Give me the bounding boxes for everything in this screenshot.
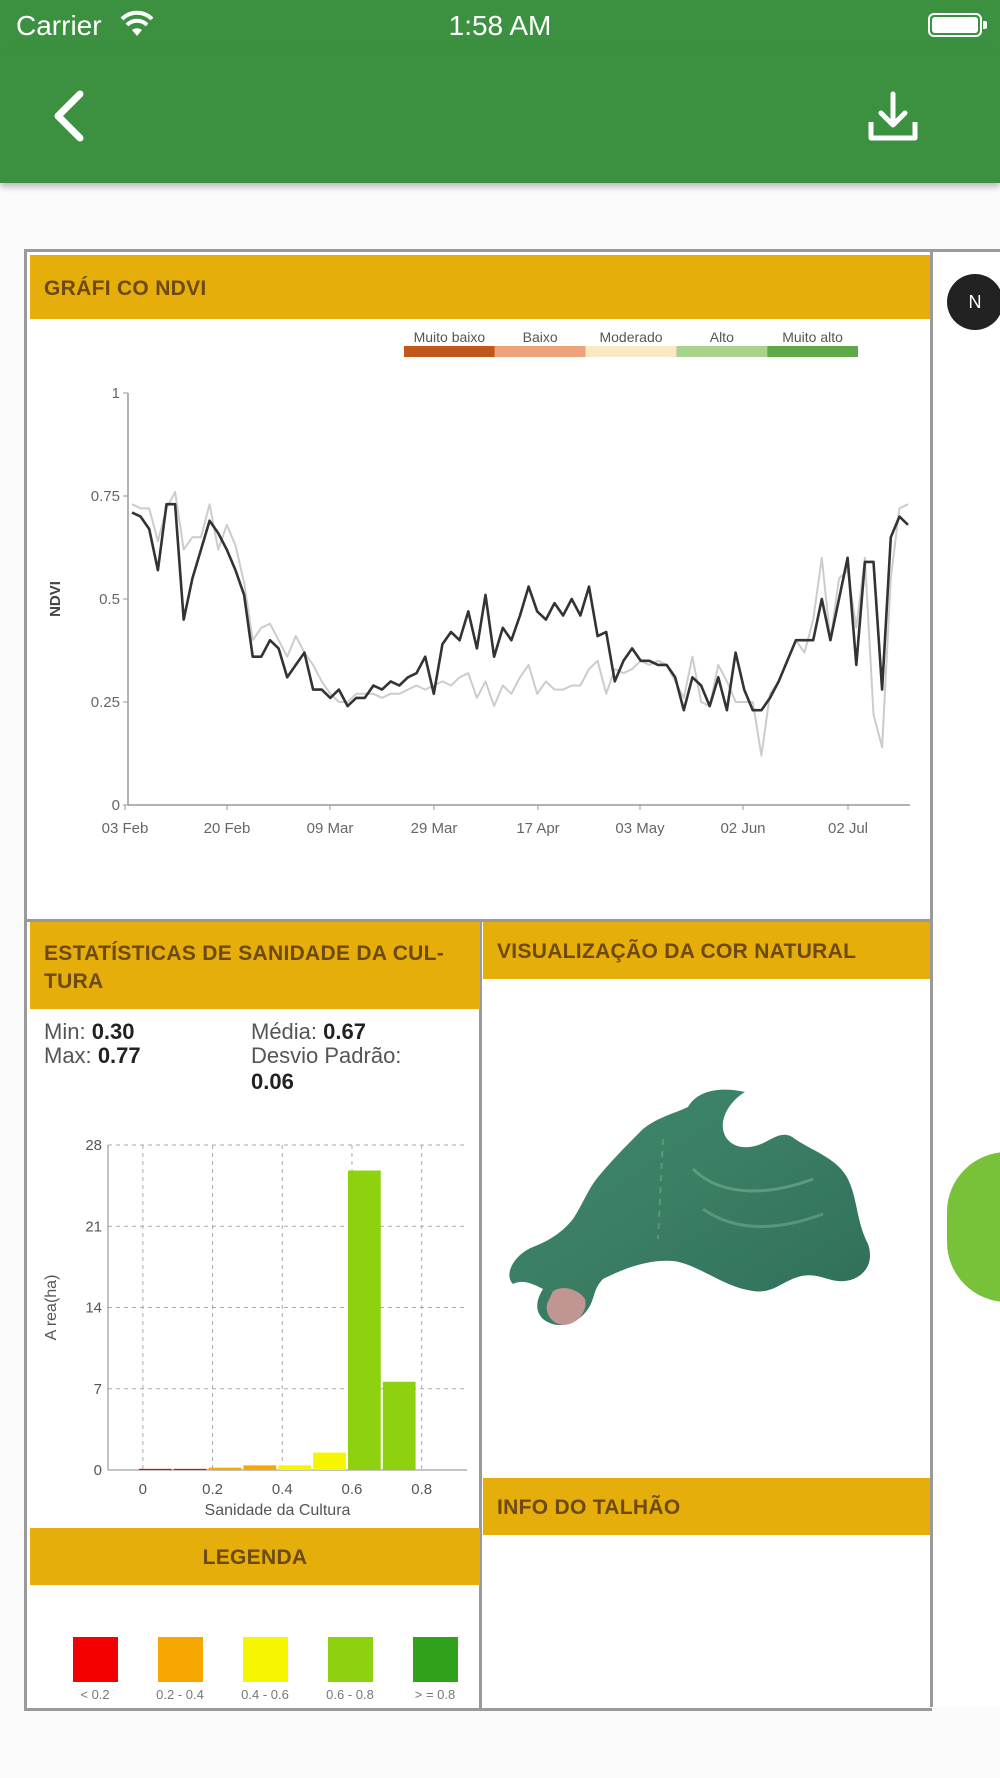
legend-label: 0.6 - 0.8 — [326, 1687, 374, 1702]
histogram-bar — [382, 1381, 416, 1470]
ndvi-x-tick-label: 09 Mar — [307, 820, 354, 837]
ndvi-legend-swatch — [585, 346, 677, 357]
ndvi-x-tick-label: 02 Jul — [828, 820, 868, 837]
stat-mean-label: Média: — [251, 1019, 318, 1044]
legend-label: 0.2 - 0.4 — [156, 1687, 204, 1702]
stat-mean: Média: 0.67 — [251, 1019, 366, 1045]
ndvi-x-tick-label: 03 Feb — [102, 820, 149, 837]
ndvi-x-tick-label: 29 Mar — [411, 820, 458, 837]
legend-item: 0.4 - 0.6 — [230, 1637, 300, 1702]
wifi-icon — [120, 10, 154, 36]
ndvi-y-tick-label: 0.75 — [91, 488, 120, 505]
ndvi-legend-label: Muito alto — [782, 329, 843, 345]
ndvi-legend-swatch — [676, 346, 768, 357]
legend-item: > = 0.8 — [400, 1637, 470, 1702]
histogram-bar — [173, 1468, 207, 1470]
histogram-x-tick-label: 0 — [139, 1481, 147, 1498]
stat-min-value: 0.30 — [91, 1019, 135, 1044]
next-report-page-peek: N — [930, 249, 1000, 1707]
ndvi-y-tick-label: 0 — [112, 797, 120, 814]
field-info-body — [483, 1535, 932, 1711]
legend-swatch — [157, 1637, 203, 1682]
legend-swatch — [72, 1637, 118, 1682]
histogram-y-tick-label: 21 — [85, 1218, 102, 1235]
legend-swatch — [327, 1637, 373, 1682]
ndvi-y-tick-label: 0.25 — [91, 694, 120, 711]
stat-min-label: Min: — [44, 1019, 86, 1044]
chevron-left-icon[interactable] — [44, 86, 94, 146]
stat-std: Desvio Padrão: — [251, 1043, 401, 1069]
legend-swatch — [412, 1637, 458, 1682]
legend-label: 0.4 - 0.6 — [241, 1687, 289, 1702]
ndvi-legend-swatch — [767, 346, 858, 357]
field-natural-color-image — [509, 1089, 871, 1326]
carrier-label: Carrier — [16, 10, 102, 41]
natural-color-title: VISUALIZAÇÃO DA COR NATURAL — [483, 922, 932, 979]
histogram-y-tick-label: 0 — [94, 1462, 102, 1479]
crop-health-stats-title: ESTATÍSTICAS DE SANIDADE DA CUL-TURA — [30, 922, 480, 1009]
legend-swatch — [242, 1637, 288, 1682]
ndvi-series-line-primary — [131, 502, 909, 712]
legend: < 0.2 0.2 - 0.4 0.4 - 0.6 0.6 - 0.8 > = 0.8 — [30, 1587, 480, 1707]
stat-std-label: Desvio Padrão: — [251, 1043, 402, 1068]
histogram-bar — [243, 1465, 277, 1470]
next-field-image — [947, 1152, 1000, 1302]
stat-max-value: 0.77 — [97, 1043, 141, 1068]
ndvi-x-tick-label: 03 May — [615, 820, 665, 837]
stat-max-label: Max: — [44, 1043, 92, 1068]
ndvi-x-tick-label: 20 Feb — [204, 820, 251, 837]
ndvi-line-chart: Muito baixo Baixo Moderado Alto Muito alto 0 0… — [47, 329, 910, 837]
battery-icon — [928, 13, 987, 37]
legend-label: > = 0.8 — [414, 1687, 456, 1702]
ndvi-y-tick-label: 0.5 — [99, 591, 120, 608]
ndvi-y-tick-label: 1 — [112, 385, 120, 402]
ndvi-legend-swatch — [404, 346, 495, 357]
histogram-x-tick-label: 0.6 — [342, 1481, 363, 1498]
nav-bar — [0, 50, 1000, 183]
status-bar: Carrier 1:58 AM — [0, 0, 1000, 50]
histogram-bar — [278, 1465, 312, 1470]
stat-std-value-row: 0.06 — [251, 1069, 294, 1095]
legend-item: < 0.2 — [60, 1637, 130, 1702]
download-icon[interactable] — [864, 88, 922, 146]
histogram-bar — [138, 1468, 172, 1470]
histogram-x-tick-label: 0.8 — [411, 1481, 432, 1498]
report-card: GRÁFI CO NDVI Muito baixo Baixo Moderado Al… — [24, 249, 932, 1711]
section-divider — [27, 919, 932, 922]
field-info-title: INFO DO TALHÃO — [483, 1478, 932, 1535]
histogram-bar — [347, 1170, 381, 1470]
ndvi-y-axis-label: NDVI — [47, 581, 64, 617]
stat-max: Max: 0.77 — [44, 1043, 141, 1069]
stat-min: Min: 0.30 — [44, 1019, 135, 1045]
column-divider — [479, 922, 482, 1711]
histogram-y-tick-label: 28 — [85, 1137, 102, 1154]
histogram-y-tick-label: 7 — [94, 1381, 102, 1398]
histogram-x-tick-label: 0.4 — [272, 1481, 293, 1498]
ndvi-legend-label: Alto — [710, 329, 734, 345]
stat-mean-value: 0.67 — [323, 1019, 366, 1044]
histogram-x-tick-label: 0.2 — [202, 1481, 223, 1498]
histogram-x-axis-label: Sanidade da Cultura — [205, 1502, 351, 1519]
ndvi-legend-swatch — [494, 346, 586, 357]
histogram-y-tick-label: 14 — [85, 1300, 102, 1317]
histogram-bar — [208, 1467, 242, 1470]
ndvi-legend-label: Baixo — [523, 329, 558, 345]
histogram-bar — [313, 1452, 346, 1470]
ndvi-x-tick-label: 17 Apr — [516, 820, 559, 837]
legend-label: < 0.2 — [80, 1687, 110, 1702]
north-compass-icon: N — [947, 274, 1000, 330]
legend-item: 0.2 - 0.4 — [145, 1637, 215, 1702]
histogram-y-axis-label: A rea(ha) — [43, 1275, 60, 1341]
clock: 1:58 AM — [448, 10, 552, 41]
legend-item: 0.6 - 0.8 — [315, 1637, 385, 1702]
ndvi-legend-label: Muito baixo — [414, 329, 486, 345]
legend-title: LEGENDA — [30, 1528, 480, 1585]
ndvi-chart-title: GRÁFI CO NDVI — [30, 255, 932, 319]
ndvi-legend-label: Moderado — [599, 329, 662, 345]
stat-std-value: 0.06 — [251, 1069, 294, 1094]
ndvi-x-tick-label: 02 Jun — [720, 820, 765, 837]
crop-health-histogram: 0 7 14 21 28 0 0.2 0.4 0.6 0.8 Sanidade da Cultura… — [43, 1137, 467, 1519]
